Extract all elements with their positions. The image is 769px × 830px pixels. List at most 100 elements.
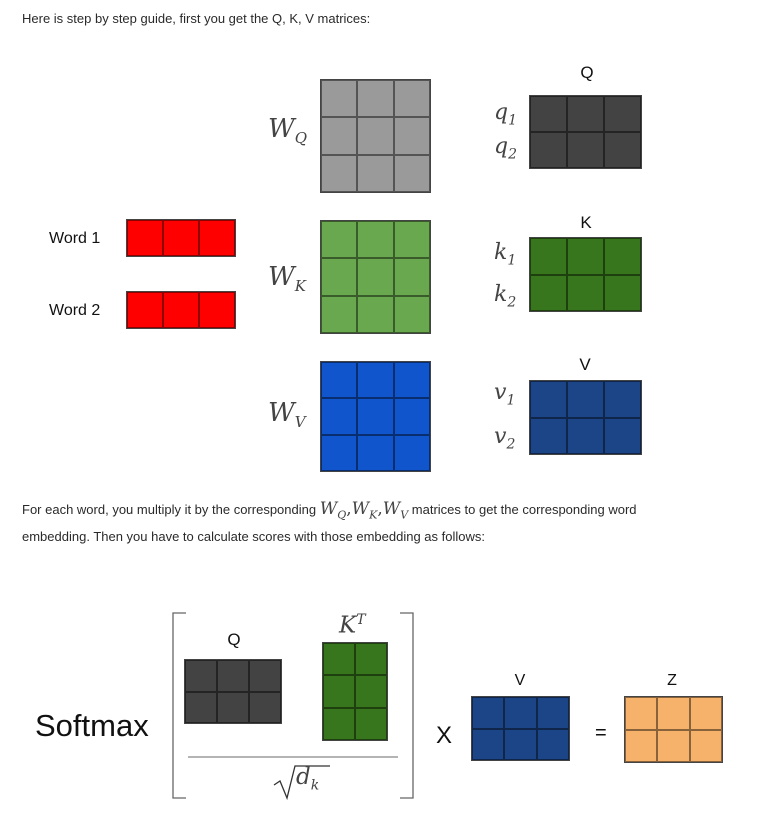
- wk-matrix: [320, 220, 431, 334]
- cell: [689, 729, 722, 762]
- cell: [355, 643, 387, 676]
- formula-kt-matrix: [322, 642, 388, 741]
- cell: [185, 691, 217, 723]
- k1-label: k1: [494, 240, 517, 269]
- cell: [657, 729, 690, 762]
- cell: [604, 417, 641, 454]
- cell: [249, 660, 281, 692]
- cell: [530, 132, 567, 168]
- q2-label: q2: [494, 134, 518, 163]
- kt-label: KT: [339, 612, 366, 639]
- cell: [530, 381, 567, 418]
- cell: [321, 258, 358, 296]
- sqrt-sign: [273, 765, 330, 801]
- cell: [217, 660, 249, 692]
- cell: [536, 728, 569, 760]
- cell: [689, 697, 722, 730]
- cell: [321, 154, 358, 192]
- cell: [357, 295, 394, 333]
- cell: [249, 691, 281, 723]
- times-sign: X: [436, 722, 453, 749]
- cell: [357, 221, 394, 259]
- cell: [393, 221, 430, 259]
- cell: [504, 728, 537, 760]
- cell: [321, 434, 358, 471]
- cell: [323, 643, 355, 676]
- word-1-label: Word 1: [49, 230, 101, 247]
- wq-inline: WQ,: [319, 499, 352, 522]
- intro-text: Here is step by step guide, first you ge…: [22, 11, 371, 26]
- cell: [323, 707, 355, 740]
- cell: [321, 398, 358, 435]
- cell: [357, 154, 394, 192]
- cell: [604, 238, 641, 275]
- para-after: matrices to get the corresponding word e…: [22, 502, 637, 545]
- cell: [393, 398, 430, 435]
- cell: [530, 96, 567, 132]
- cell: [530, 238, 567, 275]
- explanation-paragraph: For each word, you multiply it by the co…: [22, 498, 702, 548]
- cell: [472, 697, 505, 729]
- q-matrix: [529, 95, 642, 169]
- cell: [604, 381, 641, 418]
- word-1-vector: [126, 219, 236, 257]
- v1-label: v1: [494, 380, 516, 409]
- wq-label: WQ: [268, 114, 308, 148]
- cell: [567, 238, 604, 275]
- cell: [567, 274, 604, 311]
- v-matrix: [529, 380, 642, 455]
- cell: [163, 292, 199, 328]
- cell: [657, 697, 690, 730]
- para-before: For each word, you multiply it by the co…: [22, 502, 320, 517]
- cell: [393, 434, 430, 471]
- cell: [604, 274, 641, 311]
- formula-v-label: V: [514, 672, 526, 689]
- cell: [393, 117, 430, 155]
- cell: [185, 660, 217, 692]
- wk-label: WK: [268, 262, 306, 296]
- v2-label: v2: [494, 424, 516, 453]
- cell: [163, 220, 199, 256]
- cell: [127, 220, 163, 256]
- wk-inline: WK,: [351, 499, 383, 522]
- k-title: K: [580, 213, 592, 232]
- word-2-vector: [126, 291, 236, 329]
- cell: [357, 362, 394, 399]
- cell: [355, 675, 387, 708]
- cell: [357, 434, 394, 471]
- cell: [604, 96, 641, 132]
- cell: [321, 80, 358, 118]
- cell: [321, 221, 358, 259]
- cell: [357, 398, 394, 435]
- cell: [567, 96, 604, 132]
- cell: [321, 362, 358, 399]
- q-title: Q: [580, 63, 594, 82]
- q1-label: q1: [494, 100, 518, 129]
- formula-q-matrix: [184, 659, 282, 724]
- cell: [393, 295, 430, 333]
- cell: [199, 220, 235, 256]
- cell: [393, 80, 430, 118]
- cell: [567, 417, 604, 454]
- cell: [536, 697, 569, 729]
- wq-matrix: [320, 79, 431, 193]
- cell: [530, 417, 567, 454]
- cell: [567, 132, 604, 168]
- equals-sign: =: [595, 722, 607, 744]
- cell: [625, 697, 658, 730]
- formula-z-label: Z: [667, 672, 677, 689]
- formula-q-label: Q: [227, 630, 241, 649]
- word-2-label: Word 2: [49, 302, 101, 319]
- cell: [393, 258, 430, 296]
- cell: [393, 154, 430, 192]
- cell: [393, 362, 430, 399]
- k-matrix: [529, 237, 642, 312]
- wv-inline: WV: [382, 499, 409, 522]
- cell: [472, 728, 505, 760]
- cell: [217, 691, 249, 723]
- cell: [625, 729, 658, 762]
- softmax-label: Softmax: [35, 708, 149, 743]
- cell: [355, 707, 387, 740]
- k2-label: k2: [494, 282, 517, 311]
